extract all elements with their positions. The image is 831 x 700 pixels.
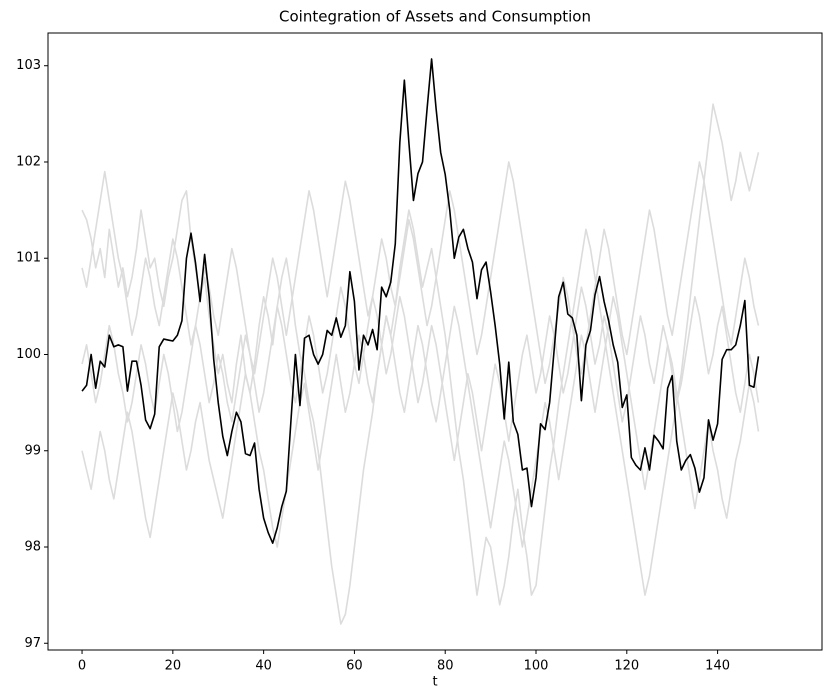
y-tick-label: 102 [16,154,41,169]
x-axis-label: t [432,675,437,690]
series-line [81,58,760,544]
y-tick-label: 100 [16,347,41,362]
x-tick-label: 0 [78,659,86,674]
x-tick-label: 60 [346,659,363,674]
series-line [81,295,760,548]
x-tick-label: 100 [524,659,549,674]
y-tick-label: 103 [16,58,41,73]
series-line [81,286,760,462]
x-tick-label: 40 [255,659,272,674]
y-tick-label: 101 [16,251,41,266]
y-tick-label: 99 [24,443,41,458]
x-tick-label: 120 [614,659,639,674]
x-tick-label: 20 [165,659,182,674]
x-tick-label: 80 [437,659,454,674]
y-tick-label: 97 [24,636,41,651]
chart-title: Cointegration of Assets and Consumption [279,8,591,26]
plot-frame [47,32,823,651]
plot-lines [81,58,760,625]
y-tick-label: 98 [24,540,41,555]
x-tick-label: 140 [705,659,730,674]
